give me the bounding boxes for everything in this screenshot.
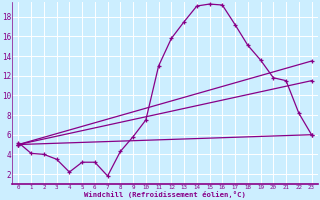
X-axis label: Windchill (Refroidissement éolien,°C): Windchill (Refroidissement éolien,°C) xyxy=(84,191,246,198)
